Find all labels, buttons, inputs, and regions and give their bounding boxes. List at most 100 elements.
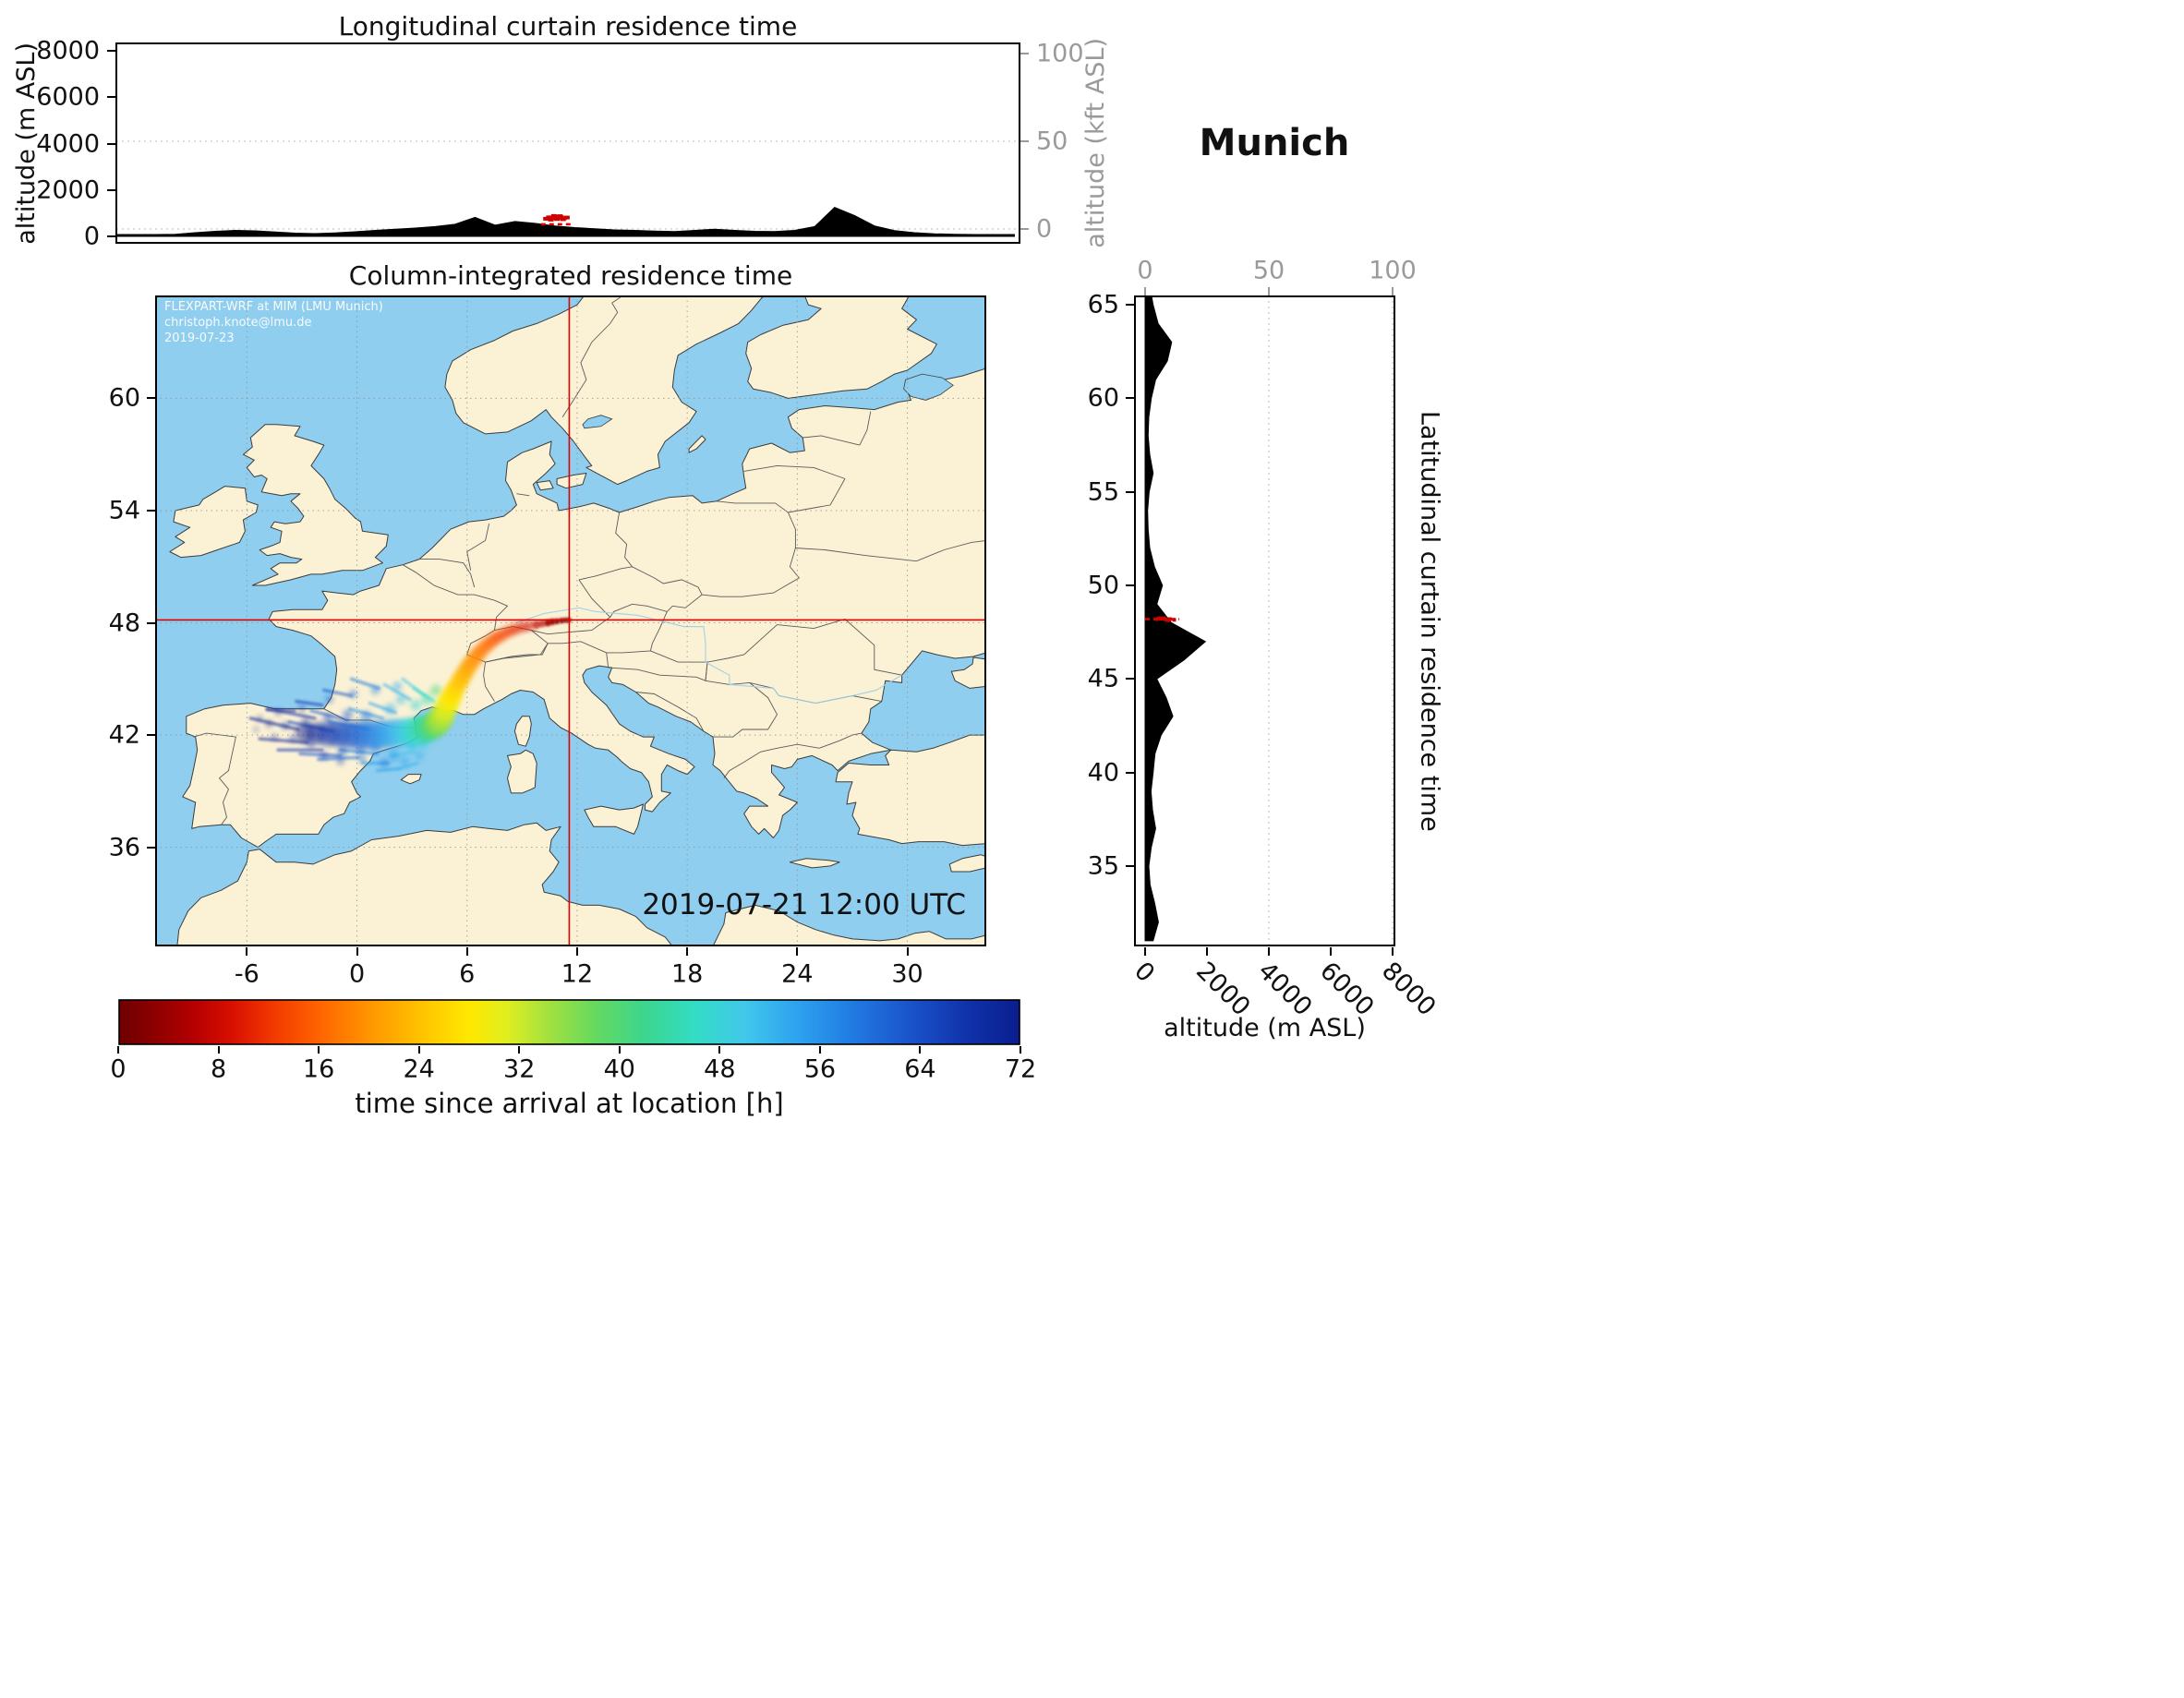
tick-mark <box>1144 287 1146 295</box>
top-ytick-left-label: 2000 <box>36 175 100 205</box>
top-panel-frame <box>115 42 1020 244</box>
watermark-line-1: FLEXPART-WRF at MIM (LMU Munich) <box>164 300 383 314</box>
tick-mark <box>1268 947 1270 956</box>
colorbar-tick-label: 32 <box>503 1054 536 1084</box>
tick-mark <box>1126 304 1134 307</box>
country-borders <box>193 295 986 825</box>
tick-mark <box>147 621 155 624</box>
colorbar-tick-label: 64 <box>904 1054 936 1084</box>
tick-mark <box>1126 397 1134 400</box>
danube-river <box>516 607 902 704</box>
map-ytick-label: 60 <box>108 383 140 413</box>
tick-mark <box>107 142 115 145</box>
right-panel-xlabel: altitude (m ASL) <box>1164 1014 1366 1042</box>
map-gridlines <box>155 295 986 946</box>
tick-mark <box>107 188 115 191</box>
right-xtick-bottom-label: 4000 <box>1252 957 1318 1022</box>
right-xtick-top-label: 100 <box>1369 256 1417 285</box>
tick-mark <box>147 509 155 512</box>
map-ytick-label: 54 <box>108 496 140 525</box>
map-xtick-label: 0 <box>348 959 366 989</box>
station-title: Munich <box>1199 122 1350 164</box>
top-ytick-right-label: 0 <box>1036 214 1053 244</box>
map-xtick-label: 24 <box>781 959 814 989</box>
top-panel-title: Longitudinal curtain residence time <box>338 11 798 42</box>
map-frame <box>155 295 986 946</box>
right-xtick-bottom-label: 0 <box>1128 957 1161 989</box>
map-xtick-label: -6 <box>234 959 259 989</box>
tick-mark <box>1126 678 1134 680</box>
top-panel-ylabel-right-text: altitude (kft ASL) <box>1080 38 1110 248</box>
tick-mark <box>1126 864 1134 867</box>
tick-mark <box>1126 584 1134 586</box>
latitudinal-curtain-chart <box>1134 295 1395 946</box>
right-ytick-label: 60 <box>1087 383 1119 413</box>
right-panel-title: Latitudinal curtain residence time <box>1411 295 1448 946</box>
tick-mark <box>1392 287 1394 295</box>
tick-mark <box>1330 947 1332 956</box>
top-ytick-left-label: 4000 <box>36 129 100 158</box>
top-ytick-left-label: 8000 <box>36 36 100 66</box>
plume-points <box>253 617 572 768</box>
tick-mark <box>686 947 689 956</box>
right-xtick-top-label: 50 <box>1252 256 1285 285</box>
tick-mark <box>518 1046 521 1054</box>
tick-mark <box>417 1046 420 1054</box>
map-xtick-label: 12 <box>561 959 594 989</box>
top-ytick-left-label: 0 <box>83 222 100 251</box>
top-ytick-right-label: 100 <box>1036 39 1084 68</box>
colorbar-tick-label: 40 <box>603 1054 635 1084</box>
tick-mark <box>718 1046 721 1054</box>
watermark-line-2: christoph.knote@lmu.de <box>164 315 312 330</box>
top-ytick-left-label: 6000 <box>36 82 100 112</box>
top-red-markers <box>543 213 570 222</box>
top-panel-ylabel-right: altitude (kft ASL) <box>1075 37 1116 249</box>
tick-mark <box>818 1046 821 1054</box>
tick-mark <box>906 947 909 956</box>
map-ytick-label: 36 <box>108 833 140 862</box>
top-ytick-right-label: 50 <box>1036 126 1068 156</box>
map-watermark: FLEXPART-WRF at MIM (LMU Munich) christo… <box>164 300 383 347</box>
colorbar <box>118 999 1020 1045</box>
map-xtick-label: 6 <box>459 959 476 989</box>
tick-mark <box>618 1046 621 1054</box>
tick-mark <box>117 1046 119 1054</box>
colorbar-tick-label: 56 <box>803 1054 837 1084</box>
tick-mark <box>1126 490 1134 493</box>
right-xtick-top-label: 0 <box>1137 256 1153 285</box>
tick-mark <box>147 734 155 737</box>
tick-mark <box>919 1046 922 1054</box>
lake-polygons <box>582 373 954 429</box>
colorbar-tick-label: 48 <box>704 1054 736 1084</box>
watermark-line-3: 2019-07-23 <box>164 331 235 345</box>
tick-mark <box>217 1046 220 1054</box>
longitudinal-curtain-chart <box>115 42 1020 244</box>
right-ytick-label: 50 <box>1087 571 1119 600</box>
colorbar-frame <box>118 999 1020 1045</box>
europe-map <box>155 295 986 946</box>
tick-mark <box>147 397 155 400</box>
tick-mark <box>356 947 358 956</box>
map-ytick-label: 48 <box>108 608 140 638</box>
tick-mark <box>147 846 155 849</box>
tick-mark <box>1020 1046 1021 1054</box>
right-panel-frame <box>1134 295 1395 946</box>
right-ytick-label: 45 <box>1087 664 1119 693</box>
map-timestamp: 2019-07-21 12:00 UTC <box>642 888 966 921</box>
map-ytick-label: 42 <box>108 720 140 750</box>
tick-mark <box>465 947 468 956</box>
right-xtick-bottom-label: 6000 <box>1314 957 1380 1022</box>
tick-mark <box>107 235 115 237</box>
tick-mark <box>246 947 248 956</box>
tick-mark <box>575 947 578 956</box>
colorbar-tick-label: 24 <box>403 1054 435 1084</box>
tick-mark <box>1020 228 1029 230</box>
tick-mark <box>1268 287 1270 295</box>
right-xtick-bottom-label: 8000 <box>1376 957 1442 1022</box>
tick-mark <box>1392 947 1394 956</box>
tick-mark <box>107 96 115 99</box>
tick-mark <box>796 947 799 956</box>
tick-mark <box>107 50 115 52</box>
colorbar-tick-label: 16 <box>302 1054 335 1084</box>
